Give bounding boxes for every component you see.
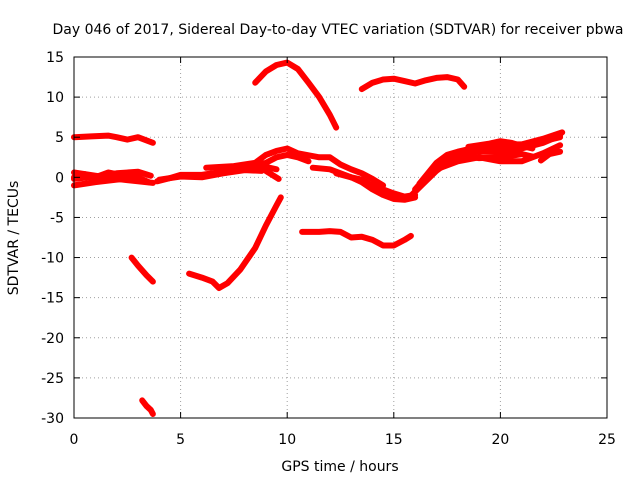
y-axis-label: SDTVAR / TECUs — [6, 181, 22, 296]
series-line-s8 — [203, 145, 387, 189]
series-line-s12 — [333, 170, 419, 203]
y-tick-label: -25 — [41, 371, 64, 387]
y-tick-label: 0 — [55, 170, 64, 186]
series-line-s16 — [422, 142, 564, 184]
y-tick-label: 15 — [46, 50, 64, 66]
series-line-s21 — [358, 74, 468, 93]
series-line-s23 — [186, 194, 284, 291]
y-tick-label: -15 — [41, 291, 64, 307]
chart-title: Day 046 of 2017, Sidereal Day-to-day VTE… — [52, 22, 623, 38]
y-tick-label: -5 — [50, 210, 64, 226]
series-line-s22 — [299, 228, 414, 249]
x-tick-label: 0 — [70, 432, 79, 448]
x-tick-label: 10 — [278, 432, 296, 448]
x-tick-label: 20 — [491, 432, 509, 448]
y-tick-label: 10 — [46, 90, 64, 106]
y-tick-label: -10 — [41, 251, 64, 267]
series-line-s9 — [241, 151, 312, 173]
series-line-s18 — [476, 134, 564, 155]
y-tick-label: -30 — [41, 411, 64, 427]
series-line-s19 — [537, 148, 564, 164]
series-layer — [71, 59, 566, 417]
x-axis-label: GPS time / hours — [281, 459, 398, 475]
plot-frame — [73, 56, 608, 419]
y-axis: -30 -25 -20 -15 -10 -5 0 5 10 15 — [41, 50, 607, 427]
x-tick-label: 5 — [176, 432, 185, 448]
series-line-s5 — [71, 169, 141, 181]
series-line-s24 — [128, 254, 156, 285]
series-line-s10 — [258, 164, 282, 182]
y-tick-label: -20 — [41, 331, 64, 347]
x-tick-label: 25 — [598, 432, 616, 448]
x-tick-label: 15 — [385, 432, 403, 448]
y-tick-label: 5 — [55, 130, 64, 146]
series-line-s1 — [71, 132, 156, 146]
series-line-s25 — [139, 397, 156, 417]
grid — [74, 57, 607, 418]
series-line-s20 — [252, 59, 340, 131]
x-axis: 0 5 10 15 20 25 — [70, 57, 616, 448]
